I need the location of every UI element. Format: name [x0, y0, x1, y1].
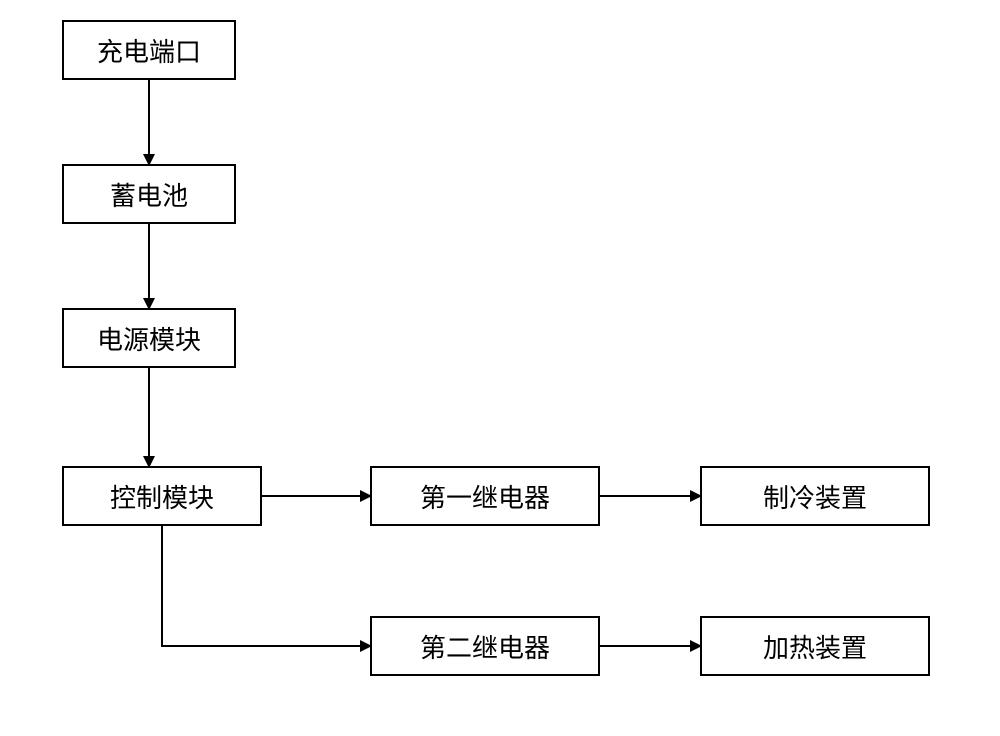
edge-control_module-to-relay2	[162, 526, 370, 646]
node-heating: 加热装置	[700, 616, 930, 676]
node-relay1: 第一继电器	[370, 466, 600, 526]
node-battery: 蓄电池	[62, 164, 236, 224]
node-label-charge_port: 充电端口	[97, 32, 201, 69]
node-label-relay1: 第一继电器	[420, 478, 550, 515]
node-label-power_module: 电源模块	[97, 320, 201, 357]
node-label-battery: 蓄电池	[110, 176, 188, 213]
node-control_module: 控制模块	[62, 466, 262, 526]
node-charge_port: 充电端口	[62, 20, 236, 80]
node-power_module: 电源模块	[62, 308, 236, 368]
node-label-heating: 加热装置	[763, 628, 867, 665]
node-label-relay2: 第二继电器	[420, 628, 550, 665]
node-relay2: 第二继电器	[370, 616, 600, 676]
node-label-control_module: 控制模块	[110, 478, 214, 515]
node-label-cooling: 制冷装置	[763, 478, 867, 515]
node-cooling: 制冷装置	[700, 466, 930, 526]
